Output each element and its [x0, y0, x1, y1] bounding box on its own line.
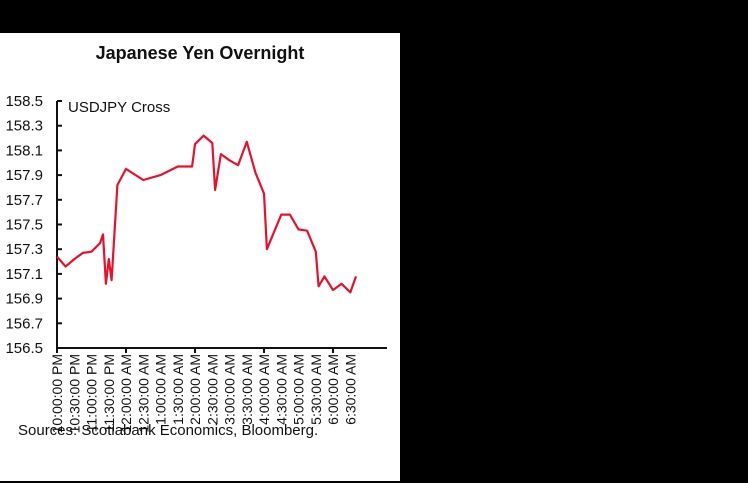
y-tick-label: 157.1 [5, 266, 43, 283]
x-tick-label: 10:00:00 PM [49, 354, 65, 433]
x-tick-label: 3:00:00 AM [222, 354, 238, 425]
y-tick-label: 158.3 [5, 118, 43, 135]
x-tick-label: 1:00:00 AM [153, 354, 169, 425]
y-tick-label: 158.1 [5, 142, 43, 159]
x-tick-label: 2:30:00 AM [204, 354, 220, 425]
x-tick-label: 6:30:00 AM [342, 354, 358, 425]
x-tick-label: 6:00:00 AM [325, 354, 341, 425]
x-tick-labels: 10:00:00 PM 10:30:00 PM 11:00:00 PM 11:30:0… [49, 348, 358, 433]
chart-title: Japanese Yen Overnight [95, 43, 305, 63]
y-tick-label: 156.7 [5, 315, 43, 332]
x-tick-label: 3:30:00 AM [239, 354, 255, 425]
x-tick-label: 2:00:00 AM [187, 354, 203, 425]
x-tick-label: 10:30:00 PM [66, 354, 82, 433]
x-tick-label: 1:30:00 AM [170, 354, 186, 425]
series-annotation: USDJPY Cross [68, 99, 170, 116]
x-tick-label: 12:00:00 AM [118, 354, 134, 433]
x-tick-label: 5:00:00 AM [291, 354, 307, 425]
x-tick-label: 12:30:00 AM [135, 354, 151, 433]
source-note: Sources: Scotiabank Economics, Bloomberg… [18, 422, 319, 439]
y-tick-label: 156.9 [5, 291, 43, 308]
x-tick-label: 11:30:00 PM [101, 354, 117, 432]
y-tick-label: 157.3 [5, 241, 43, 258]
x-tick-label: 11:00:00 PM [84, 354, 100, 432]
y-tick-label: 157.9 [5, 167, 43, 184]
y-tick-label: 158.5 [5, 93, 43, 110]
y-tick-label: 156.5 [5, 340, 43, 357]
chart-panel: Japanese Yen Overnight [0, 33, 400, 481]
y-tick-label: 157.5 [5, 217, 43, 234]
x-tick-label: 4:00:00 AM [256, 354, 272, 425]
usdjpy-line [56, 134, 358, 294]
y-tick-label: 157.7 [5, 192, 43, 209]
x-tick-label: 5:30:00 AM [308, 354, 324, 425]
x-tick-label: 4:30:00 AM [273, 354, 289, 425]
y-tick-labels: 158.5 158.3 158.1 157.9 157.7 157.5 157.3 157.1… [5, 93, 62, 357]
